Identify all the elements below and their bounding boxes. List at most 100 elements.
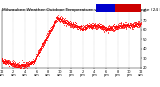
- Point: [67, 21, 70, 23]
- Point: [24, 63, 27, 65]
- Point: [54, 19, 57, 20]
- Point: [70, 25, 73, 27]
- Point: [123, 23, 126, 25]
- Point: [139, 23, 141, 24]
- Point: [46, 33, 49, 34]
- Point: [34, 58, 36, 60]
- Point: [37, 50, 39, 51]
- Point: [37, 53, 40, 54]
- Point: [133, 25, 135, 27]
- Point: [10, 63, 12, 64]
- Point: [32, 63, 34, 64]
- Point: [124, 25, 126, 26]
- Point: [124, 25, 127, 27]
- Point: [115, 24, 117, 26]
- Point: [108, 28, 111, 29]
- Point: [82, 27, 85, 28]
- Point: [99, 25, 101, 27]
- Point: [119, 25, 121, 26]
- Point: [44, 38, 46, 39]
- Point: [94, 24, 97, 25]
- Point: [68, 22, 70, 23]
- Point: [125, 24, 127, 25]
- Point: [55, 17, 58, 19]
- Point: [110, 27, 112, 29]
- Point: [112, 30, 114, 32]
- Point: [76, 25, 78, 27]
- Point: [5, 62, 8, 63]
- Point: [88, 26, 90, 27]
- Point: [104, 29, 107, 30]
- Point: [26, 67, 28, 69]
- Point: [62, 20, 64, 21]
- Point: [73, 27, 76, 28]
- Point: [87, 25, 89, 26]
- Point: [8, 62, 11, 63]
- Point: [7, 62, 10, 63]
- Point: [136, 23, 139, 24]
- Point: [120, 26, 123, 27]
- Point: [117, 27, 120, 28]
- Point: [111, 29, 114, 30]
- Point: [40, 49, 43, 50]
- Point: [42, 43, 45, 44]
- Point: [114, 28, 117, 29]
- Point: [48, 31, 51, 32]
- Point: [72, 24, 75, 25]
- Point: [50, 29, 53, 30]
- Point: [65, 22, 68, 23]
- Point: [131, 25, 133, 26]
- Point: [48, 31, 50, 32]
- Point: [40, 48, 43, 50]
- Point: [110, 26, 113, 27]
- Point: [53, 24, 55, 26]
- Point: [25, 65, 28, 66]
- Point: [99, 27, 101, 28]
- Point: [28, 62, 31, 64]
- Point: [10, 62, 12, 64]
- Point: [56, 18, 59, 20]
- Point: [32, 61, 35, 63]
- Point: [110, 27, 112, 28]
- Point: [82, 27, 84, 29]
- Point: [64, 21, 67, 23]
- Point: [90, 24, 92, 25]
- Point: [11, 63, 14, 65]
- Point: [19, 65, 22, 66]
- Point: [111, 29, 114, 31]
- Point: [14, 62, 16, 64]
- Point: [35, 57, 37, 58]
- Point: [100, 28, 103, 30]
- Point: [47, 35, 50, 36]
- Point: [134, 25, 137, 26]
- Point: [79, 26, 82, 27]
- Point: [110, 27, 112, 28]
- Point: [19, 64, 21, 65]
- Point: [14, 64, 17, 65]
- Point: [38, 52, 41, 53]
- Point: [121, 25, 124, 26]
- Point: [112, 24, 115, 25]
- Point: [8, 62, 10, 63]
- Point: [6, 61, 8, 62]
- Point: [96, 25, 99, 26]
- Point: [5, 61, 8, 62]
- Point: [92, 26, 94, 27]
- Point: [68, 25, 71, 26]
- Point: [73, 25, 75, 27]
- Point: [71, 26, 74, 28]
- Point: [89, 27, 92, 28]
- Point: [66, 23, 69, 24]
- Point: [128, 25, 130, 26]
- Point: [54, 19, 56, 20]
- Point: [34, 55, 37, 57]
- Point: [30, 61, 32, 63]
- Point: [4, 64, 6, 65]
- Point: [73, 21, 76, 22]
- Point: [114, 26, 117, 28]
- Point: [85, 27, 88, 29]
- Point: [65, 24, 68, 26]
- Point: [67, 21, 69, 23]
- Point: [123, 25, 125, 27]
- Point: [57, 18, 59, 19]
